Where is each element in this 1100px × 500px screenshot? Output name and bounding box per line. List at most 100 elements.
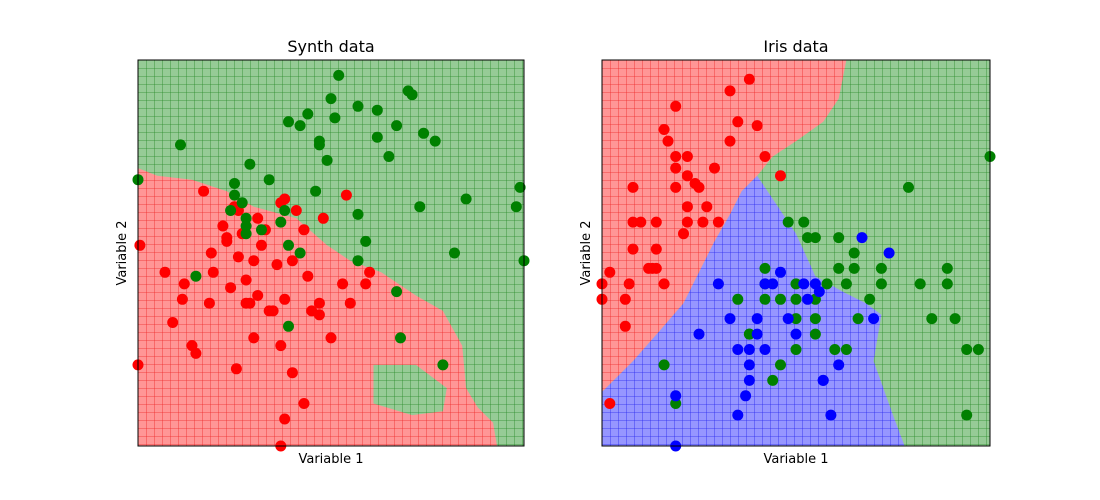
data-point-blue: [817, 374, 829, 386]
data-point-red: [623, 278, 635, 290]
data-point-green: [310, 185, 322, 197]
data-point-red: [205, 247, 217, 259]
data-point-red: [186, 340, 198, 352]
data-point-green: [240, 212, 252, 224]
data-point-green: [961, 344, 973, 355]
data-point-red: [344, 297, 356, 309]
data-point-red: [360, 278, 372, 290]
data-point-green: [658, 359, 670, 371]
data-points: [132, 69, 530, 452]
data-point-red: [275, 340, 287, 352]
data-point-blue: [775, 266, 786, 278]
data-point-green: [321, 154, 333, 166]
data-point-green: [670, 398, 682, 409]
data-point-red: [635, 216, 647, 228]
data-point-red: [681, 170, 693, 182]
data-point-green: [325, 93, 337, 105]
data-point-blue: [751, 328, 763, 340]
data-point-green: [790, 278, 802, 290]
data-point-green: [514, 181, 526, 193]
data-point-blue: [825, 409, 837, 421]
decision-region-blue: [602, 175, 905, 446]
data-point-green: [240, 220, 252, 232]
data-point-green: [775, 359, 786, 371]
data-point-red: [650, 243, 662, 255]
data-point-blue: [751, 313, 763, 325]
data-point-blue: [767, 278, 779, 290]
data-point-green: [941, 262, 953, 274]
data-point-green: [391, 120, 403, 132]
data-point-green: [244, 158, 256, 170]
data-point-red: [658, 278, 670, 290]
data-point-green: [190, 270, 202, 282]
data-point-blue: [759, 278, 771, 290]
data-point-red: [759, 151, 771, 162]
data-point-green: [418, 127, 430, 139]
data-point-red: [290, 205, 302, 216]
data-point-red: [298, 398, 310, 409]
data-point-green: [333, 69, 345, 81]
data-point-red: [697, 216, 709, 228]
data-point-green: [790, 313, 802, 325]
data-point-red: [225, 282, 237, 294]
data-point-green: [229, 178, 240, 189]
data-point-red: [681, 216, 693, 228]
data-point-red: [167, 317, 179, 328]
data-point-green: [840, 344, 852, 355]
data-point-green: [949, 313, 961, 325]
data-point-green: [175, 139, 186, 151]
data-point-green: [449, 247, 460, 259]
data-point-blue: [712, 278, 724, 290]
data-point-red: [650, 216, 662, 228]
data-point-red: [709, 162, 720, 174]
data-point-red: [317, 212, 329, 224]
data-point-red: [743, 73, 755, 85]
data-point-green: [313, 135, 325, 147]
data-point-red: [627, 216, 639, 228]
data-point-red: [134, 239, 146, 251]
data-point-red: [267, 305, 279, 317]
data-point-green: [391, 286, 403, 298]
data-point-red: [279, 413, 291, 425]
data-point-red: [689, 178, 701, 189]
data-point-green: [848, 262, 860, 274]
data-point-red: [604, 398, 616, 409]
data-point-red: [678, 228, 689, 240]
data-point-green: [798, 216, 810, 228]
data-point-red: [286, 367, 298, 379]
data-point-red: [681, 151, 693, 162]
data-point-red: [619, 320, 631, 332]
decision-region-green: [373, 364, 447, 416]
data-point-red: [217, 220, 229, 232]
data-point-red: [670, 151, 682, 162]
data-point-red: [712, 216, 724, 228]
data-point-green: [926, 313, 938, 325]
plot-frame: [601, 59, 991, 447]
data-point-green: [840, 278, 852, 290]
data-point-green: [848, 247, 860, 259]
data-point-blue: [883, 247, 895, 259]
data-point-green: [429, 135, 441, 147]
data-point-green: [383, 151, 395, 162]
chart-title: Iris data: [763, 37, 828, 56]
data-point-green: [229, 189, 240, 201]
data-point-red: [176, 293, 188, 305]
data-point-green: [371, 104, 383, 116]
data-point-red: [670, 181, 682, 193]
data-point-blue: [856, 232, 868, 244]
data-point-green: [294, 120, 306, 132]
data-point-blue: [732, 409, 744, 421]
data-point-green: [875, 262, 887, 274]
data-point-blue: [782, 313, 794, 325]
data-point-blue: [868, 313, 880, 325]
data-point-green: [256, 224, 267, 236]
data-point-blue: [724, 313, 736, 325]
data-point-green: [395, 332, 406, 344]
data-point-blue: [802, 293, 814, 305]
data-point-red: [751, 120, 763, 132]
data-point-red: [252, 212, 264, 224]
data-point-red: [240, 297, 252, 309]
data-point-blue: [670, 390, 682, 402]
data-point-red: [364, 266, 376, 278]
data-point-red: [619, 293, 631, 305]
